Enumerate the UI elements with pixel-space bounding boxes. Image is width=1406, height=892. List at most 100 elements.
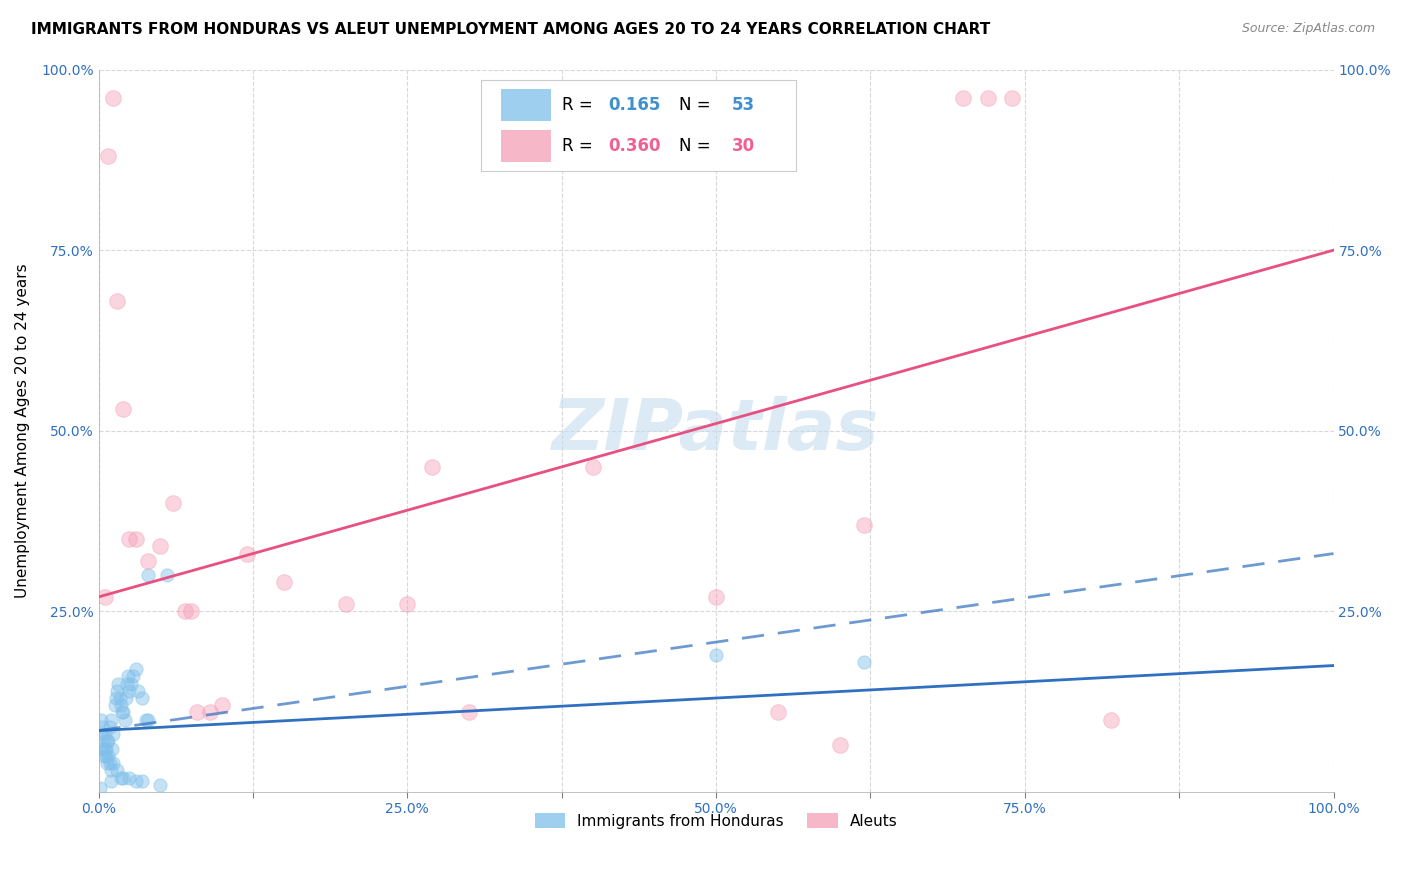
Point — [766, 706, 789, 720]
Text: N =: N = — [679, 137, 716, 155]
FancyBboxPatch shape — [501, 130, 551, 162]
Point — [94, 748, 117, 763]
Text: 0.165: 0.165 — [609, 95, 661, 114]
Point — [135, 713, 157, 727]
Point — [94, 741, 117, 756]
Point — [273, 575, 295, 590]
Point — [90, 713, 112, 727]
Point — [112, 706, 135, 720]
Point — [103, 91, 125, 105]
Point — [100, 774, 122, 789]
Point — [127, 683, 149, 698]
Point — [107, 676, 129, 690]
Point — [96, 734, 118, 748]
Point — [124, 662, 146, 676]
Point — [853, 517, 876, 532]
Point — [91, 720, 114, 734]
Text: 0.360: 0.360 — [609, 137, 661, 155]
Point — [120, 676, 142, 690]
Point — [108, 691, 131, 706]
Point — [104, 698, 127, 713]
Point — [236, 547, 259, 561]
Point — [100, 713, 122, 727]
Point — [89, 781, 111, 796]
Point — [118, 771, 141, 785]
Point — [704, 590, 727, 604]
Point — [101, 741, 124, 756]
Point — [174, 604, 197, 618]
Point — [420, 459, 443, 474]
Point — [131, 774, 153, 789]
Point — [124, 774, 146, 789]
Text: 53: 53 — [733, 95, 755, 114]
Point — [97, 149, 120, 163]
Point — [186, 706, 208, 720]
Point — [396, 597, 419, 611]
Point — [977, 91, 1000, 105]
Point — [94, 727, 117, 741]
Point — [149, 778, 172, 792]
Point — [581, 459, 603, 474]
Point — [94, 590, 117, 604]
Point — [90, 727, 112, 741]
Point — [704, 648, 727, 662]
Point — [853, 655, 876, 669]
Point — [93, 748, 115, 763]
Point — [110, 698, 132, 713]
Point — [93, 734, 115, 748]
FancyBboxPatch shape — [501, 89, 551, 120]
Point — [124, 532, 146, 546]
Point — [828, 738, 851, 752]
Point — [105, 764, 128, 778]
Legend: Immigrants from Honduras, Aleuts: Immigrants from Honduras, Aleuts — [529, 806, 904, 835]
Point — [103, 756, 125, 770]
Point — [97, 748, 120, 763]
Point — [952, 91, 974, 105]
Point — [97, 734, 120, 748]
Point — [98, 720, 121, 734]
Point — [118, 683, 141, 698]
Text: 30: 30 — [733, 137, 755, 155]
Point — [458, 706, 481, 720]
Point — [115, 676, 138, 690]
FancyBboxPatch shape — [481, 80, 796, 170]
Point — [103, 727, 125, 741]
Point — [98, 756, 121, 770]
Point — [94, 741, 117, 756]
Point — [114, 713, 136, 727]
Point — [136, 713, 159, 727]
Point — [162, 496, 184, 510]
Point — [104, 691, 127, 706]
Point — [117, 669, 139, 683]
Point — [110, 771, 132, 785]
Text: IMMIGRANTS FROM HONDURAS VS ALEUT UNEMPLOYMENT AMONG AGES 20 TO 24 YEARS CORRELA: IMMIGRANTS FROM HONDURAS VS ALEUT UNEMPL… — [31, 22, 990, 37]
Point — [211, 698, 233, 713]
Point — [136, 554, 159, 568]
Point — [96, 756, 118, 770]
Text: R =: R = — [561, 95, 598, 114]
Point — [100, 764, 122, 778]
Point — [105, 293, 128, 308]
Point — [91, 741, 114, 756]
Text: Source: ZipAtlas.com: Source: ZipAtlas.com — [1241, 22, 1375, 36]
Point — [131, 691, 153, 706]
Point — [335, 597, 357, 611]
Point — [122, 669, 145, 683]
Point — [112, 402, 135, 417]
Y-axis label: Unemployment Among Ages 20 to 24 years: Unemployment Among Ages 20 to 24 years — [15, 263, 30, 598]
Point — [111, 706, 134, 720]
Point — [136, 568, 159, 582]
Text: N =: N = — [679, 95, 716, 114]
Point — [114, 691, 136, 706]
Point — [105, 683, 128, 698]
Point — [1099, 713, 1122, 727]
Point — [1001, 91, 1024, 105]
Point — [118, 532, 141, 546]
Point — [180, 604, 202, 618]
Point — [198, 706, 221, 720]
Point — [112, 771, 135, 785]
Point — [149, 539, 172, 553]
Text: ZIPatlas: ZIPatlas — [553, 396, 880, 466]
Text: R =: R = — [561, 137, 598, 155]
Point — [155, 568, 177, 582]
